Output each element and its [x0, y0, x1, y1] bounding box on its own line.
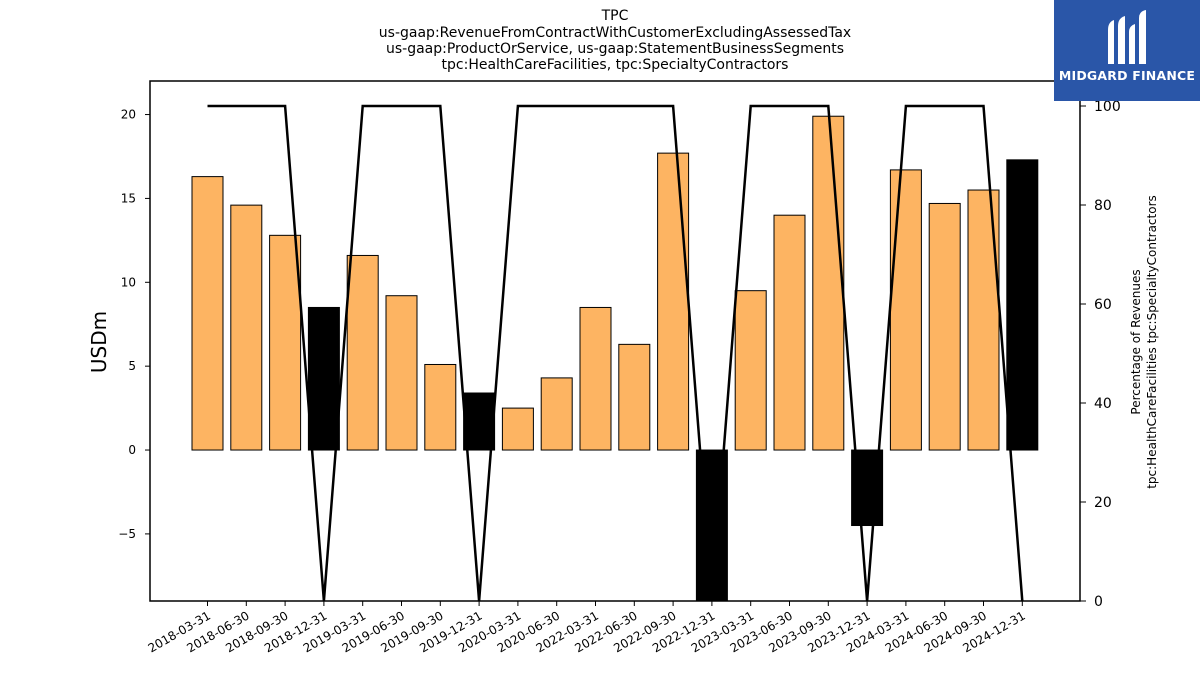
title-line-1: TPC	[601, 8, 629, 24]
bar-2024-03-31	[889, 169, 922, 451]
chart-title: TPC us-gaap:RevenueFromContractWithCusto…	[379, 8, 851, 73]
y2-axis-label-line-1: Percentage of Revenues	[1129, 269, 1143, 414]
plot-area: −5051015200204060801002018-03-312018-06-…	[118, 80, 1121, 655]
bar-2019-03-31	[346, 254, 379, 451]
title-line-2: us-gaap:RevenueFromContractWithCustomerE…	[379, 25, 851, 41]
y2-tick-label-20: 20	[1094, 495, 1112, 511]
bar-2020-03-31	[501, 407, 534, 451]
brand-logo: MIDGARD FINANCE	[1054, 0, 1200, 101]
bar-2018-09-30	[269, 234, 302, 451]
y2-tick-label-100: 100	[1094, 99, 1121, 115]
bar-2024-06-30	[928, 202, 961, 451]
bar-2018-06-30	[230, 204, 263, 451]
y2-axis-label-line-2: tpc:HealthCareFacilities tpc:SpecialtyCo…	[1145, 195, 1159, 489]
midgard-logo-icon	[1108, 10, 1146, 64]
title-line-4: tpc:HealthCareFacilities, tpc:SpecialtyC…	[442, 57, 789, 73]
y-tick-label--5: −5	[118, 527, 136, 541]
y2-tick-label-80: 80	[1094, 198, 1112, 214]
logo-text: MIDGARD FINANCE	[1058, 68, 1196, 83]
bar-2023-09-30	[812, 115, 845, 451]
bar-2018-12-31	[307, 306, 340, 451]
plot-frame	[149, 80, 1081, 602]
y2-tick-label-60: 60	[1094, 297, 1112, 313]
y-tick-label-15: 15	[121, 191, 136, 205]
bar-2024-12-31	[1006, 159, 1039, 451]
bar-2023-03-31	[734, 290, 767, 451]
y2-tick-label-0: 0	[1094, 594, 1103, 610]
y-tick-label-10: 10	[121, 275, 136, 289]
bar-2019-09-30	[424, 363, 457, 451]
bar-2019-12-31	[463, 392, 496, 451]
percentage-line	[207, 104, 1024, 602]
y-axis-label: USDm	[87, 311, 111, 373]
y2-tick-label-40: 40	[1094, 396, 1112, 412]
bar-2018-03-31	[191, 176, 224, 451]
bar-2019-06-30	[385, 295, 418, 451]
y-tick-label-0: 0	[128, 443, 136, 457]
bar-2023-06-30	[773, 214, 806, 451]
y-tick-label-5: 5	[128, 359, 136, 373]
bar-2022-06-30	[618, 343, 651, 451]
y-tick-label-20: 20	[121, 108, 136, 122]
bar-2020-06-30	[540, 377, 573, 451]
bar-2022-09-30	[657, 152, 690, 451]
bar-2022-03-31	[579, 306, 612, 451]
title-line-3: us-gaap:ProductOrService, us-gaap:Statem…	[386, 41, 844, 57]
